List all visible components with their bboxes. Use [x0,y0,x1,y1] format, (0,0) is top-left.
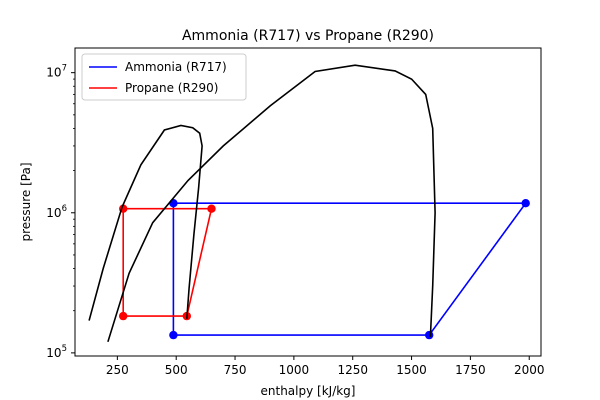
axis-ticks: 250 500 750 1000 1250 1500 1750 2000 105 106 107 [46,64,544,377]
data-point [169,330,178,340]
saturation-curve-2 [107,64,436,343]
y-tick-label: 105 [46,344,67,360]
x-tick-label: 250 [106,363,129,377]
data-point [521,199,530,208]
x-tick-label: 1500 [396,363,427,377]
x-tick-label: 1000 [279,363,310,377]
data-point [207,204,216,213]
y-axis-label: pressure [Pa] [19,162,33,241]
y-tick-label: 106 [46,204,67,220]
legend-label: Ammonia (R717) [125,60,227,74]
x-axis-label: enthalpy [kJ/kg] [261,384,356,398]
x-tick-label: 1250 [337,363,368,377]
data-point [425,330,434,340]
axes-frame [74,47,542,357]
x-tick-label: 2000 [514,363,545,377]
legend-box [81,53,247,101]
legend: Ammonia (R717) Propane (R290) [81,53,247,101]
x-tick-label: 500 [165,363,188,377]
y-tick-label: 107 [46,64,67,80]
x-tick-label: 750 [224,363,247,377]
plot-area [88,64,530,343]
x-tick-label: 1750 [455,363,486,377]
legend-label: Propane (R290) [125,81,218,95]
chart-title: Ammonia (R717) vs Propane (R290) [182,28,434,44]
saturation-curve-3 [88,124,203,321]
data-point [119,311,128,321]
